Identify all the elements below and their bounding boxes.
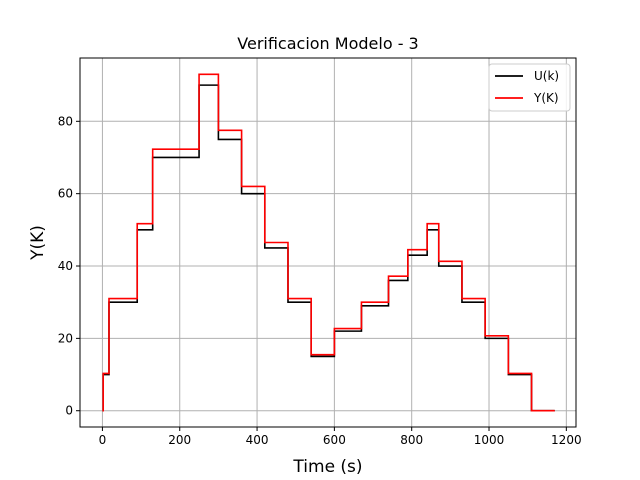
series-line-uk xyxy=(102,84,555,412)
x-tick-label: 400 xyxy=(246,433,269,447)
y-tick-label: 20 xyxy=(58,331,73,345)
y-tick-label: 0 xyxy=(65,404,73,418)
chart-title: Verificacion Modelo - 3 xyxy=(237,34,418,53)
grid xyxy=(80,58,576,427)
x-tick-label: 0 xyxy=(99,433,107,447)
x-tick-label: 1000 xyxy=(474,433,505,447)
x-tick-label: 1200 xyxy=(551,433,582,447)
y-tick-label: 40 xyxy=(58,259,73,273)
x-tick-label: 200 xyxy=(168,433,191,447)
series-lines xyxy=(102,73,555,412)
y-axis-label: Y(K) xyxy=(28,225,48,261)
legend-label: U(k) xyxy=(534,69,559,83)
legend-label: Y(K) xyxy=(533,91,559,105)
x-tick-label: 600 xyxy=(323,433,346,447)
legend: U(k) Y(K) xyxy=(488,63,571,112)
x-tick-label: 800 xyxy=(400,433,423,447)
y-tick-label: 60 xyxy=(58,187,73,201)
y-tick-label: 80 xyxy=(58,114,73,128)
axis-ticks: 0 200 400 600 800 1000 1200 0 20 40 60 80 xyxy=(58,114,582,447)
plot-area-frame xyxy=(79,57,577,428)
x-axis-label: Time (s) xyxy=(292,457,362,477)
series-line-yk xyxy=(102,73,555,412)
